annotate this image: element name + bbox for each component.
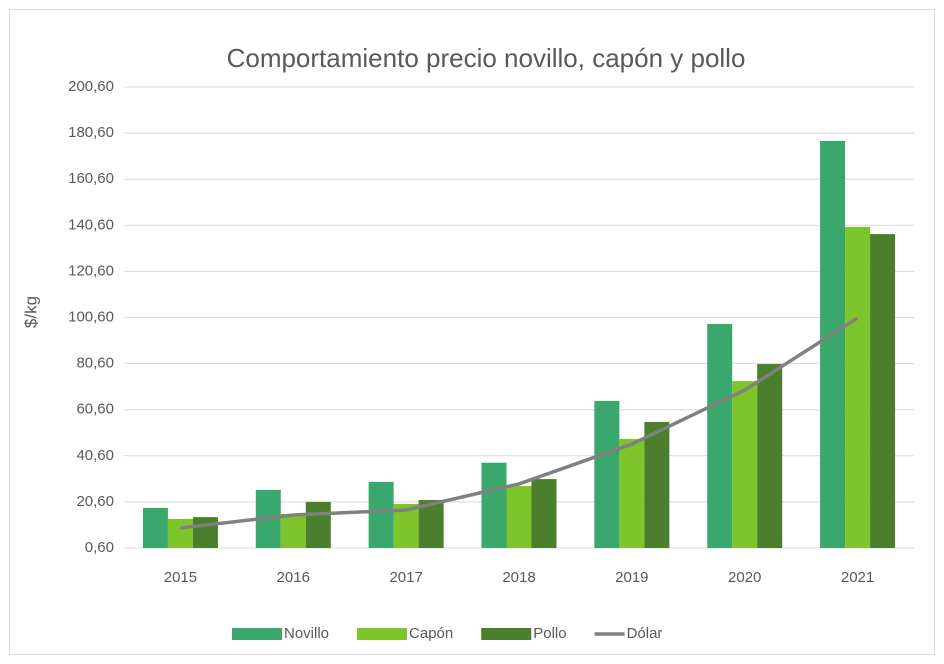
bar	[167, 518, 193, 548]
legend-label: Pollo	[533, 625, 566, 642]
x-tick-label: 2019	[615, 569, 648, 586]
x-tick-label: 2021	[841, 569, 874, 586]
y-tick-label: 140,60	[68, 216, 114, 233]
y-tick-label: 80,60	[76, 355, 114, 372]
bar	[619, 438, 645, 548]
x-tick-label: 2018	[502, 569, 535, 586]
bar	[820, 140, 846, 548]
y-tick-label: 180,60	[68, 124, 114, 141]
bar	[845, 226, 871, 548]
bar	[757, 364, 783, 548]
y-tick-label: 100,60	[68, 308, 114, 325]
x-tick-label: 2016	[277, 569, 310, 586]
chart-border	[9, 9, 935, 655]
bar	[305, 501, 331, 548]
x-tick-label: 2020	[728, 569, 761, 586]
legend-label: Dólar	[627, 625, 663, 642]
legend-label: Novillo	[284, 625, 329, 642]
x-tick-label: 2017	[389, 569, 422, 586]
y-tick-label: 20,60	[76, 493, 114, 510]
bar	[142, 507, 168, 548]
y-tick-label: 120,60	[68, 262, 114, 279]
legend-swatch	[232, 628, 282, 640]
legend-label: Capón	[409, 625, 453, 642]
chart-title: Comportamiento precio novillo, capón y p…	[227, 43, 746, 73]
legend-swatch	[357, 628, 408, 640]
bar	[192, 517, 218, 548]
y-tick-label: 200,60	[68, 78, 114, 95]
bar	[280, 513, 306, 548]
y-axis-label: $/kg	[21, 296, 40, 328]
bar	[368, 481, 394, 548]
y-tick-label: 160,60	[68, 170, 114, 187]
bar	[644, 421, 670, 548]
bar	[870, 234, 896, 548]
bar	[732, 381, 758, 548]
y-tick-label: 40,60	[76, 447, 114, 464]
bar	[506, 485, 532, 548]
bar	[418, 500, 444, 548]
y-tick-label: 60,60	[76, 401, 114, 418]
line-series	[180, 316, 859, 530]
legend-swatch	[481, 628, 532, 640]
bar	[707, 323, 733, 548]
bar	[531, 479, 557, 548]
bar	[594, 400, 620, 548]
y-tick-label: 0,60	[85, 539, 114, 556]
bar	[481, 462, 507, 548]
x-tick-label: 2015	[164, 569, 197, 586]
